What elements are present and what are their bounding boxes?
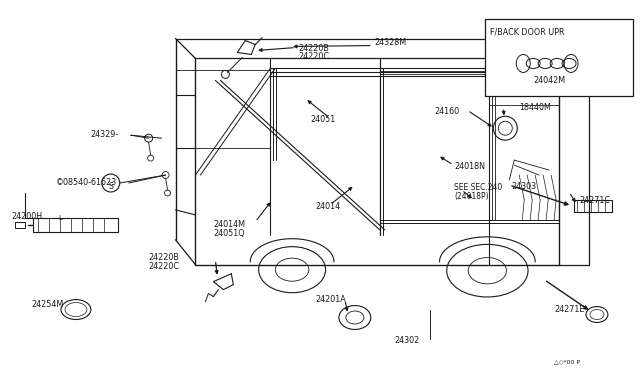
- Bar: [33, 218, 118, 232]
- Text: 18440M: 18440M: [519, 103, 551, 112]
- Text: (24018P): (24018P): [454, 192, 489, 201]
- Text: 24051: 24051: [310, 115, 335, 124]
- Text: △◇*00 P: △◇*00 P: [554, 359, 580, 364]
- Text: 24328M: 24328M: [375, 38, 407, 46]
- Text: 24051Q: 24051Q: [213, 229, 245, 238]
- Text: 24220C: 24220C: [298, 51, 329, 61]
- Text: 24160: 24160: [435, 107, 460, 116]
- Bar: [574, 200, 612, 212]
- Text: SEE SEC.240: SEE SEC.240: [454, 183, 503, 192]
- Text: L: L: [58, 215, 62, 221]
- Bar: [15, 222, 25, 228]
- Text: ©08540-61623: ©08540-61623: [56, 178, 117, 187]
- Text: 24329-: 24329-: [91, 130, 119, 139]
- Bar: [485, 19, 633, 96]
- Text: 24220B: 24220B: [148, 253, 179, 262]
- Text: 24271E: 24271E: [554, 305, 584, 314]
- Text: 24220C: 24220C: [148, 262, 180, 271]
- Text: 24303: 24303: [511, 182, 536, 191]
- Text: 24302: 24302: [395, 336, 420, 346]
- Text: 24271C: 24271C: [579, 196, 610, 205]
- Text: 24014: 24014: [315, 202, 340, 211]
- Text: 24200H: 24200H: [11, 212, 42, 221]
- Text: 24254M: 24254M: [31, 299, 63, 309]
- Text: 24220B: 24220B: [298, 44, 329, 52]
- Text: 24201A: 24201A: [315, 295, 346, 304]
- Text: S: S: [108, 182, 113, 190]
- Text: 24014M: 24014M: [213, 220, 245, 229]
- Text: 24042M: 24042M: [533, 76, 565, 86]
- Text: F/BACK DOOR UPR: F/BACK DOOR UPR: [490, 28, 565, 36]
- Text: 24018N: 24018N: [454, 162, 486, 171]
